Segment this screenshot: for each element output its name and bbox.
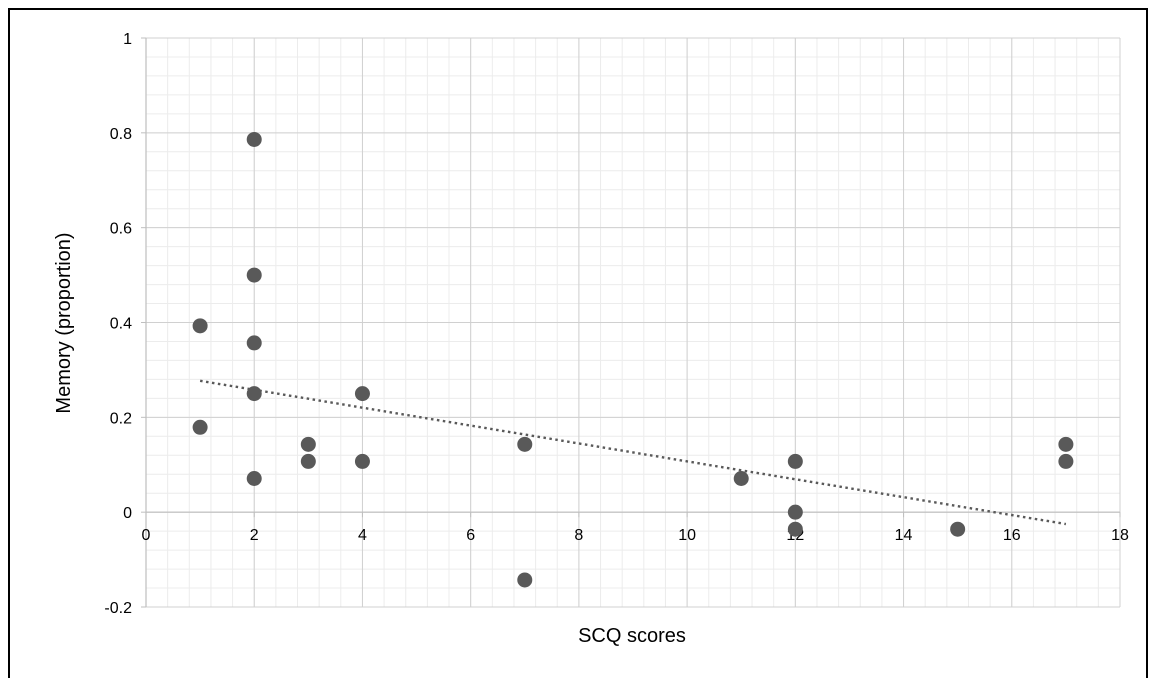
x-tick-label: 16 bbox=[1003, 527, 1021, 544]
data-point bbox=[787, 521, 803, 537]
y-tick-label: 0.6 bbox=[110, 221, 132, 238]
tick-labels: 024681012141618-0.200.20.40.60.81 bbox=[104, 31, 1129, 617]
y-tick-label: 0.8 bbox=[110, 126, 132, 143]
y-tick-label: 0.2 bbox=[110, 410, 132, 427]
x-tick-label: 14 bbox=[895, 527, 913, 544]
axes bbox=[141, 37, 1121, 608]
data-point bbox=[787, 504, 803, 520]
x-tick-label: 0 bbox=[142, 527, 151, 544]
x-tick-label: 18 bbox=[1111, 527, 1129, 544]
data-point bbox=[246, 471, 262, 487]
data-point bbox=[246, 335, 262, 351]
data-point bbox=[300, 453, 316, 469]
data-point bbox=[354, 386, 370, 402]
trendline bbox=[199, 379, 1067, 526]
data-point bbox=[1058, 436, 1074, 452]
data-point bbox=[246, 131, 262, 147]
y-tick-label: -0.2 bbox=[104, 600, 132, 617]
y-tick-label: 0 bbox=[123, 505, 132, 522]
data-point bbox=[517, 572, 533, 588]
y-tick-label: 1 bbox=[123, 31, 132, 48]
x-tick-label: 2 bbox=[250, 527, 259, 544]
trendline-line bbox=[199, 379, 1067, 526]
data-point bbox=[733, 471, 749, 487]
data-point bbox=[1058, 453, 1074, 469]
y-tick-label: 0.4 bbox=[110, 316, 132, 333]
chart-frame bbox=[8, 8, 1148, 678]
data-point bbox=[787, 453, 803, 469]
x-tick-label: 8 bbox=[574, 527, 583, 544]
x-axis-title: SCQ scores bbox=[578, 625, 686, 647]
x-tick-label: 6 bbox=[466, 527, 475, 544]
y-axis-title: Memory (proportion) bbox=[53, 232, 75, 413]
data-point bbox=[192, 318, 208, 334]
data-point bbox=[192, 419, 208, 435]
data-point bbox=[950, 521, 966, 537]
data-point bbox=[246, 386, 262, 402]
data-point bbox=[517, 436, 533, 452]
data-points bbox=[192, 131, 1074, 588]
x-tick-label: 10 bbox=[678, 527, 696, 544]
major-grid bbox=[145, 37, 1121, 608]
data-point bbox=[246, 267, 262, 283]
x-tick-label: 4 bbox=[358, 527, 367, 544]
data-point bbox=[354, 453, 370, 469]
data-point bbox=[300, 436, 316, 452]
